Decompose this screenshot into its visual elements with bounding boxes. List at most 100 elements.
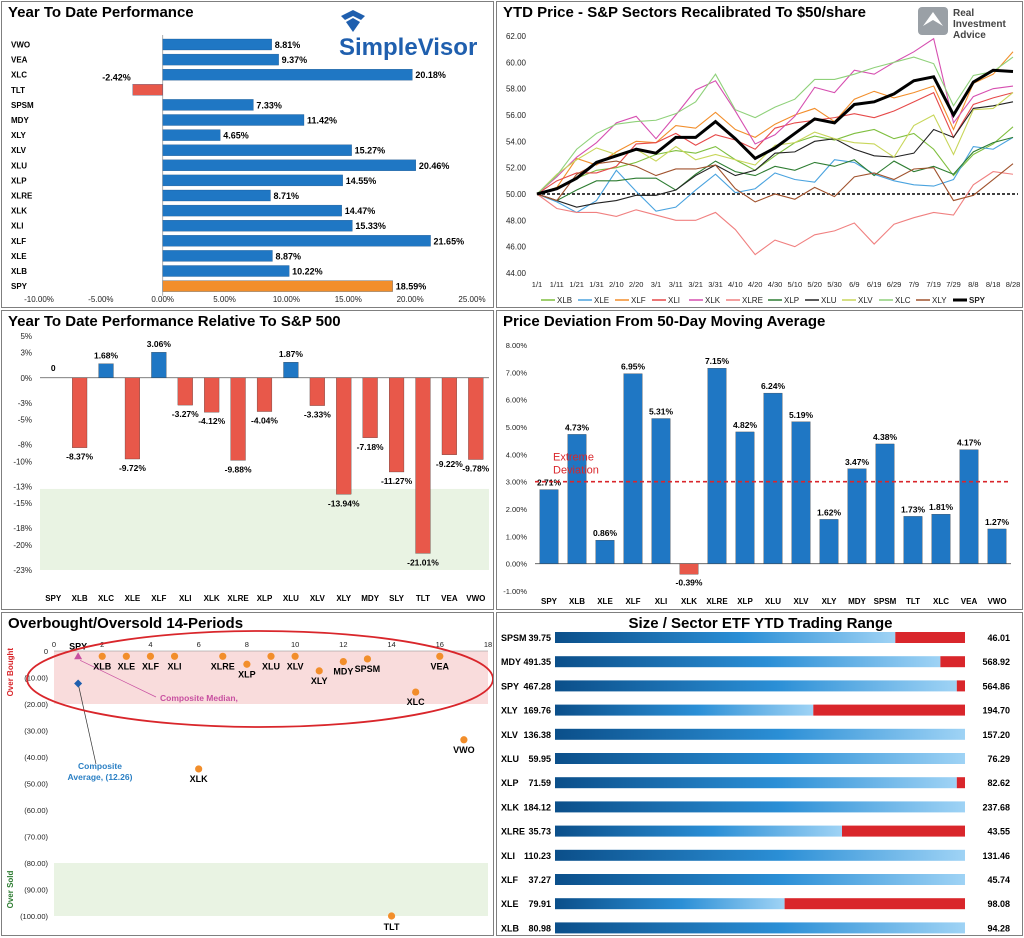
data-label: -3.27% [172, 409, 199, 419]
data-label: 6.95% [621, 362, 646, 372]
bar [875, 443, 895, 564]
bar [162, 99, 254, 111]
point-marker [98, 652, 106, 660]
y-tick-label: 4.00% [506, 450, 528, 459]
ytd-performance-title: Year To Date Performance [8, 4, 194, 21]
y-tick-label: 52.00 [506, 164, 527, 173]
high-value: 157.20 [982, 730, 1010, 740]
low-value: 71.59 [528, 778, 551, 788]
bar [987, 528, 1007, 564]
high-value: 45.74 [987, 875, 1010, 885]
bar [931, 514, 951, 564]
ria-line-2: Investment [953, 19, 1006, 30]
category-label: XLU [11, 161, 27, 170]
data-label: -4.04% [251, 416, 278, 426]
ticker-label: XLP [501, 778, 519, 788]
point-label: SPY [69, 641, 87, 651]
point-label: XLP [238, 669, 256, 679]
ria-wordmark: Real Investment Advice [953, 8, 1006, 41]
point-marker [291, 652, 299, 660]
category-label: VEA [11, 56, 28, 65]
data-label: 14.55% [346, 176, 377, 186]
composite-average-marker [74, 679, 83, 688]
y-tick-label: 8.00% [506, 341, 528, 350]
point-label: XLY [311, 676, 328, 686]
overbought-oversold-panel: Overbought/Oversold 14-Periods 0 (10.00) (… [1, 612, 494, 936]
y-tick-label: (10.00) [24, 674, 48, 683]
range-bar-fill [555, 777, 957, 789]
category-label: XLU [283, 594, 299, 603]
point-label: XLK [190, 774, 209, 784]
trading-range-title: Size / Sector ETF YTD Trading Range [628, 615, 893, 632]
bar [162, 38, 272, 51]
data-label: 4.65% [223, 131, 249, 141]
data-label: -0.39% [676, 577, 703, 587]
data-label: -13.94% [328, 498, 360, 508]
data-label: 1.27% [985, 517, 1010, 527]
ytd-price-chart: 44.00 46.00 48.00 50.00 52.00 54.00 56.00 58.00… [506, 32, 1020, 305]
high-value: 46.01 [987, 633, 1010, 643]
point-label: TLT [384, 922, 400, 932]
data-label: -7.18% [357, 442, 384, 452]
x-tick-label: 0 [52, 640, 56, 649]
range-bar-fill [555, 656, 941, 668]
category-label: XLY [822, 597, 837, 606]
legend-label: XLRE [742, 296, 763, 305]
range-bar-remaining [940, 656, 965, 668]
data-label: 5.31% [649, 407, 674, 417]
category-label: XLV [11, 146, 27, 155]
x-tick-label: 2/10 [609, 280, 624, 289]
data-label: -8.37% [66, 452, 93, 462]
legend-label: XLE [594, 296, 609, 305]
composite-average-leader [77, 683, 97, 765]
y-tick-label: 0.00% [506, 560, 528, 569]
data-label: 4.17% [957, 438, 982, 448]
range-bar-remaining [842, 825, 965, 837]
high-value: 43.55 [987, 827, 1010, 837]
ticker-label: XLB [501, 923, 520, 933]
legend-label: XLK [705, 296, 721, 305]
x-tick-label: 8 [245, 640, 249, 649]
category-label: TLT [906, 597, 920, 606]
overbought-oversold-title: Overbought/Oversold 14-Periods [8, 615, 244, 632]
data-label: 1.73% [901, 504, 926, 514]
bar [256, 377, 273, 412]
category-label: SPY [541, 597, 558, 606]
bar [204, 377, 220, 413]
x-tick-label: 1/31 [589, 280, 604, 289]
deviation-panel: Price Deviation From 50-Day Moving Avera… [496, 310, 1023, 610]
y-tick-label: 2.00% [506, 505, 528, 514]
high-value: 564.86 [982, 681, 1010, 691]
category-label: XLP [11, 176, 27, 185]
composite-median-leader [79, 659, 157, 698]
y-tick-label: -5% [18, 416, 32, 425]
low-value: 491.35 [523, 657, 551, 667]
range-bar-remaining [813, 704, 965, 716]
legend-label: XLF [631, 296, 646, 305]
y-tick-label: 7.00% [506, 368, 528, 377]
bar [151, 352, 167, 378]
low-value: 79.91 [528, 899, 551, 909]
legend-label: XLC [895, 296, 911, 305]
x-tick-label: 3/31 [708, 280, 723, 289]
x-tick-label: 10.00% [273, 295, 300, 304]
data-label: 4.82% [733, 420, 758, 430]
bar [679, 563, 699, 575]
series-line-xlc [536, 56, 1014, 195]
category-label: XLY [336, 594, 351, 603]
range-bar-fill [555, 801, 965, 813]
bar [177, 377, 193, 406]
point-label: XLB [93, 661, 112, 671]
ytd-performance-chart: -10.00% -5.00% 0.00% 5.00% 10.00% 15.00% 20.00… [11, 35, 486, 304]
y-tick-label: (60.00) [24, 806, 48, 815]
bar [847, 468, 867, 564]
category-label: XLK [204, 594, 220, 603]
composite-average-label: Composite [78, 761, 122, 771]
y-tick-label: -13% [13, 482, 32, 491]
bar [441, 377, 457, 455]
data-label: 7.15% [705, 356, 730, 366]
point-marker [387, 912, 396, 920]
bar [309, 377, 325, 406]
category-label: XLI [179, 594, 191, 603]
category-label: XLV [310, 594, 326, 603]
